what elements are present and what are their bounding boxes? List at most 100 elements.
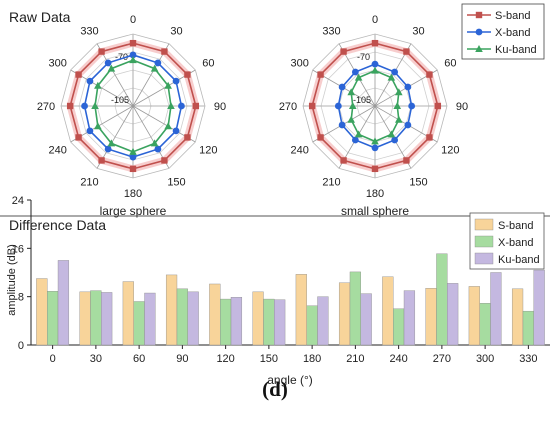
- large-sphere-angle-label: 240: [48, 145, 66, 157]
- large-sphere-series-point: [104, 145, 112, 153]
- large-sphere-series-point: [184, 134, 191, 141]
- bar-x-band: [436, 253, 448, 346]
- large-sphere-series-point: [150, 139, 159, 147]
- large-sphere-series-point: [172, 127, 180, 135]
- small-sphere-angle-label: 240: [290, 145, 308, 157]
- bar-x-tick-label: 90: [176, 353, 188, 365]
- bar-x-tick-label: 240: [389, 353, 407, 365]
- large-sphere-polar-chart: -70 -105 0 30 60 90 120 150 180 210 240 270 300 330 la…: [37, 14, 226, 218]
- small-sphere-series-point: [387, 130, 396, 138]
- bar-ku-band: [317, 296, 329, 346]
- panel-label: (d): [262, 377, 288, 401]
- small-sphere-series-point: [340, 48, 347, 55]
- large-sphere-series-point: [104, 59, 112, 67]
- small-sphere-series-point: [351, 68, 359, 76]
- small-sphere-series-point: [426, 134, 433, 141]
- bar-ku-band: [274, 299, 286, 346]
- bar-legend-label: S-band: [498, 220, 533, 232]
- small-sphere-series-point: [371, 165, 379, 173]
- small-sphere-angle-label: 150: [409, 176, 427, 188]
- small-sphere-series-point: [371, 39, 379, 47]
- bar-ku-band: [490, 272, 502, 346]
- raw-data-title: Raw Data: [9, 9, 71, 25]
- bar-s-band: [425, 288, 437, 346]
- polar-legend-label: X-band: [495, 27, 530, 39]
- small-sphere-series-point: [434, 102, 442, 110]
- bar-x-band: [133, 301, 145, 346]
- small-sphere-angle-label: 210: [322, 176, 340, 188]
- small-sphere-series-point: [395, 115, 403, 123]
- large-sphere-series-point: [161, 48, 168, 55]
- large-sphere-series-point: [161, 157, 168, 164]
- large-sphere-series-point: [129, 147, 137, 155]
- bar-x-band: [263, 298, 275, 346]
- bar-ku-band: [533, 269, 545, 346]
- large-sphere-angle-label: 270: [37, 101, 55, 113]
- small-sphere-angle-label: 300: [290, 58, 308, 70]
- large-sphere-series-point: [129, 56, 137, 64]
- bar-x-band: [220, 298, 232, 346]
- polar-legend-marker: [475, 45, 483, 52]
- bar-ku-band: [57, 260, 70, 346]
- polar-legend: S-band X-band Ku-band: [461, 3, 545, 60]
- large-sphere-angle-label: 300: [48, 58, 66, 70]
- large-sphere-series-point: [91, 102, 99, 109]
- polar-legend-label: S-band: [495, 10, 530, 22]
- bar-x-tick-label: 60: [133, 353, 145, 365]
- large-sphere-series-point: [86, 77, 94, 85]
- bar-x-tick-label: 120: [216, 353, 234, 365]
- small-sphere-angle-label: 60: [444, 58, 456, 70]
- small-sphere-series-point: [348, 102, 357, 109]
- small-sphere-radial-tick-label: -70: [357, 52, 370, 62]
- bar-y-tick-label: 8: [18, 292, 24, 304]
- bar-y-tick-label: 16: [12, 243, 24, 255]
- bar-s-band: [252, 291, 264, 346]
- bar-x-tick-label: 0: [50, 353, 56, 365]
- large-sphere-series-point: [129, 39, 137, 47]
- large-sphere-series-point: [154, 59, 162, 67]
- bar-legend-swatch: [474, 218, 494, 231]
- large-sphere-series-point: [164, 81, 172, 89]
- large-sphere-angle-label: 180: [124, 188, 142, 200]
- bar-legend-label: X-band: [498, 237, 533, 249]
- small-sphere-series-point: [354, 73, 363, 81]
- bar-x-tick-label: 330: [519, 353, 537, 365]
- large-sphere-series-point: [167, 102, 175, 109]
- bar-x-tick-label: 300: [476, 353, 494, 365]
- small-sphere-series-point: [354, 130, 363, 138]
- large-sphere-title: large sphere: [100, 204, 167, 218]
- large-sphere-series-point: [75, 71, 82, 78]
- bar-x-band: [479, 303, 491, 346]
- large-sphere-angle-label: 30: [170, 26, 182, 38]
- bar-x-tick-label: 270: [433, 353, 451, 365]
- difference-data-title: Difference Data: [9, 217, 106, 233]
- large-sphere-series-point: [172, 77, 180, 85]
- polar-legend-marker: [475, 28, 483, 36]
- bar-s-band: [511, 288, 524, 346]
- bar-s-band: [338, 282, 351, 346]
- large-sphere-series-point: [129, 153, 137, 161]
- bar-ku-band: [360, 293, 372, 346]
- bar-s-band: [79, 291, 91, 346]
- bar-y-tick-label: 24: [12, 195, 24, 207]
- bar-s-band: [122, 281, 134, 346]
- bar-s-band: [468, 286, 480, 346]
- bar-x-band: [176, 288, 188, 346]
- small-sphere-series-point: [391, 68, 399, 76]
- small-sphere-series-point: [347, 115, 355, 123]
- large-sphere-radial-tick-label: -70: [115, 52, 128, 62]
- large-sphere-angle-label: 330: [80, 26, 98, 38]
- small-sphere-series-point: [338, 83, 346, 91]
- large-sphere-series-point: [192, 102, 200, 110]
- large-sphere-angle-label: 90: [214, 101, 226, 113]
- small-sphere-series-point: [371, 137, 379, 145]
- small-sphere-angle-label: 0: [372, 14, 378, 26]
- polar-legend-marker: [475, 11, 483, 19]
- bar-x-tick-label: 150: [260, 353, 278, 365]
- bar-y-axis-label: amplitude (dB): [6, 244, 18, 316]
- bar-ku-band: [187, 291, 199, 346]
- small-sphere-series-point: [403, 48, 410, 55]
- polar-legend-label: Ku-band: [495, 44, 537, 56]
- large-sphere-radial-tick-label: -105: [111, 95, 129, 105]
